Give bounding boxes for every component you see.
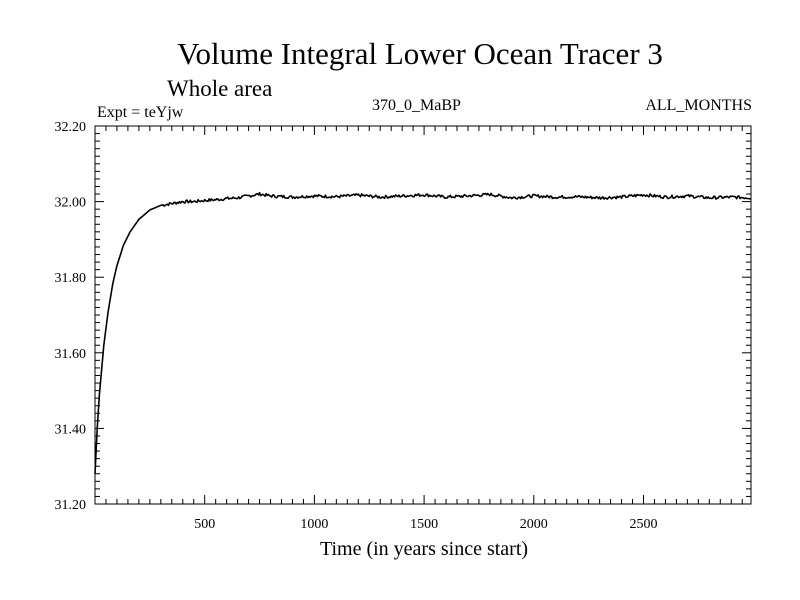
x-tick-label: 500 bbox=[194, 517, 215, 532]
y-tick-label: 32.00 bbox=[55, 196, 87, 211]
x-tick-label: 2000 bbox=[520, 517, 548, 532]
series-line bbox=[94, 191, 751, 474]
plot-frame bbox=[94, 125, 752, 505]
x-tick-label: 2500 bbox=[629, 517, 657, 532]
chart-title: Volume Integral Lower Ocean Tracer 3 bbox=[177, 36, 663, 71]
y-tick-label: 31.40 bbox=[55, 422, 87, 437]
y-tick-label: 32.20 bbox=[55, 120, 87, 135]
y-tick-label: 31.20 bbox=[55, 498, 87, 513]
period-label: 370_0_MaBP bbox=[372, 97, 461, 114]
tick-marks bbox=[95, 126, 751, 504]
y-tick-label: 31.80 bbox=[55, 271, 87, 286]
expt-label: Expt = teYjw bbox=[97, 104, 184, 121]
x-tick-labels: 500 1000 1500 2000 2500 bbox=[194, 517, 657, 532]
x-axis-label: Time (in years since start) bbox=[320, 538, 528, 560]
x-tick-label: 1500 bbox=[410, 517, 438, 532]
chart-subtitle: Whole area bbox=[167, 76, 272, 101]
series-layer bbox=[94, 191, 751, 474]
months-label: ALL_MONTHS bbox=[645, 97, 752, 114]
y-tick-labels: 31.20 31.40 31.60 31.80 32.00 32.20 bbox=[55, 120, 87, 513]
x-tick-label: 1000 bbox=[300, 517, 328, 532]
y-tick-label: 31.60 bbox=[55, 347, 87, 362]
